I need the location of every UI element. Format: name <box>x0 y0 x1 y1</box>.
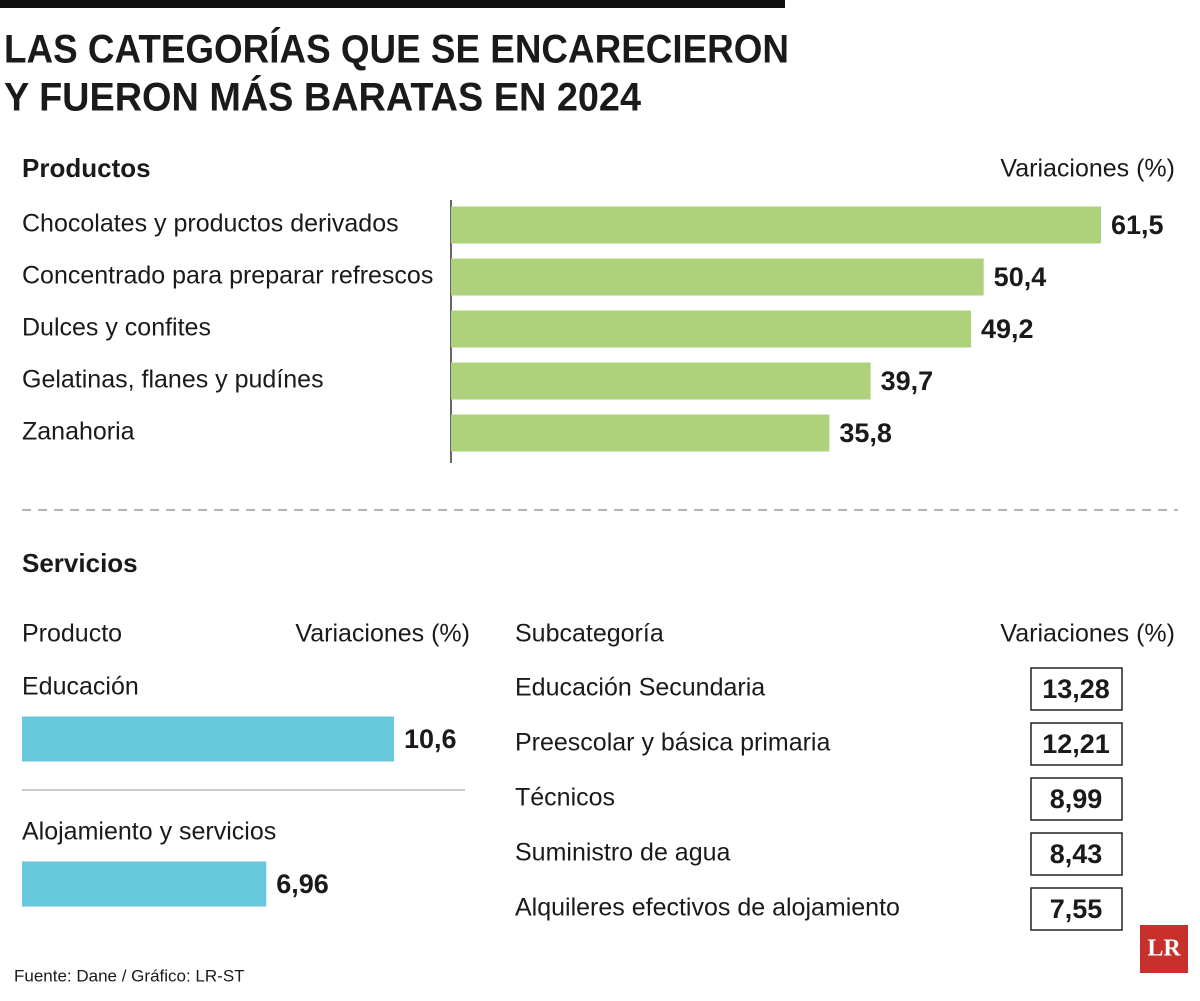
data-label: 6,96 <box>276 869 329 899</box>
bar <box>451 206 1101 244</box>
bar <box>22 716 394 762</box>
category-label: Zanahoria <box>22 418 135 446</box>
table-cell: Preescolar y básica primaria <box>515 729 830 757</box>
logo: LR <box>1147 936 1181 962</box>
table-cell: 8,99 <box>1050 784 1103 814</box>
data-label: 49,2 <box>981 314 1034 344</box>
section-title: Servicios <box>22 548 138 578</box>
table-cell: Educación Secundaria <box>515 674 765 702</box>
table-cell: Suministro de agua <box>515 839 731 867</box>
category-label: Alojamiento y servicios <box>22 818 276 846</box>
title: Y FUERON MÁS BARATAS EN 2024 <box>4 75 642 120</box>
column-header: Producto <box>22 620 122 648</box>
data-label: 35,8 <box>839 418 892 448</box>
category-label: Dulces y confites <box>22 314 211 342</box>
section-title: Productos <box>22 153 151 183</box>
table-cell: Técnicos <box>515 784 615 812</box>
value-header: Variaciones (%) <box>1000 155 1175 183</box>
bar <box>451 362 871 400</box>
value-box <box>1030 777 1123 821</box>
data-label: 50,4 <box>994 262 1047 292</box>
category-label: Educación <box>22 673 139 701</box>
value-box <box>1030 722 1123 766</box>
value-box <box>1030 832 1123 876</box>
title: LAS CATEGORÍAS QUE SE ENCARECIERON <box>4 27 789 72</box>
category-label: Gelatinas, flanes y pudínes <box>22 366 324 394</box>
bar <box>451 414 830 452</box>
value-box <box>1030 887 1123 931</box>
value-box <box>1030 667 1123 711</box>
data-label: 10,6 <box>404 724 457 754</box>
table-cell: 12,21 <box>1042 729 1110 759</box>
data-label: 61,5 <box>1111 210 1164 240</box>
top-rule <box>0 0 785 8</box>
column-header: Variaciones (%) <box>1000 620 1175 648</box>
table-cell: 8,43 <box>1050 839 1103 869</box>
bar <box>22 861 267 907</box>
data-label: 39,7 <box>881 366 934 396</box>
table-cell: 7,55 <box>1050 894 1103 924</box>
column-header: Subcategoría <box>515 620 664 648</box>
table-cell: 13,28 <box>1042 674 1110 704</box>
category-label: Concentrado para preparar refrescos <box>22 262 433 290</box>
value-header: Variaciones (%) <box>295 620 470 648</box>
bar <box>451 310 971 348</box>
category-label: Chocolates y productos derivados <box>22 210 399 238</box>
source: Fuente: Dane / Gráfico: LR-ST <box>14 966 245 985</box>
bar <box>451 258 984 296</box>
logo-box <box>1140 925 1188 973</box>
table-cell: Alquileres efectivos de alojamiento <box>515 894 900 922</box>
